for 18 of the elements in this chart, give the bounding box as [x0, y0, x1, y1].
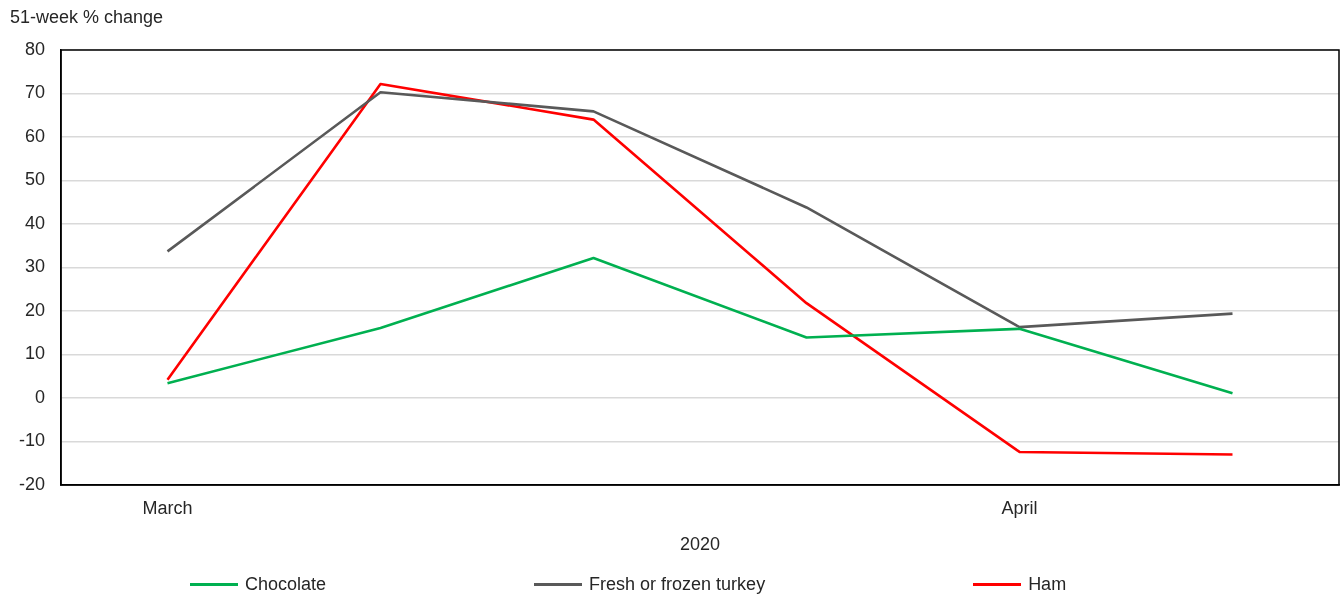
- y-tick-label: -20: [18, 473, 45, 494]
- y-tick-label: 40: [24, 212, 45, 233]
- y-tick-label: 10: [24, 343, 45, 364]
- y-tick-label: 20: [24, 299, 45, 320]
- x-tick-label: March: [142, 497, 193, 518]
- legend-label: Fresh or frozen turkey: [589, 573, 766, 595]
- y-tick-label: -10: [18, 430, 45, 451]
- legend-label: Ham: [1028, 573, 1067, 595]
- y-tick-label: 60: [24, 125, 45, 146]
- y-tick-label: 30: [24, 256, 45, 277]
- y-tick-label: 50: [24, 169, 45, 190]
- legend-label: Chocolate: [245, 573, 327, 595]
- y-tick-label: 80: [24, 38, 45, 59]
- x-axis-title: 2020: [679, 534, 721, 555]
- x-tick-label: April: [1001, 497, 1038, 518]
- y-tick-label: 0: [34, 386, 45, 407]
- y-tick-label: 70: [24, 82, 45, 103]
- y-axis-title: 51-week % change: [10, 6, 164, 28]
